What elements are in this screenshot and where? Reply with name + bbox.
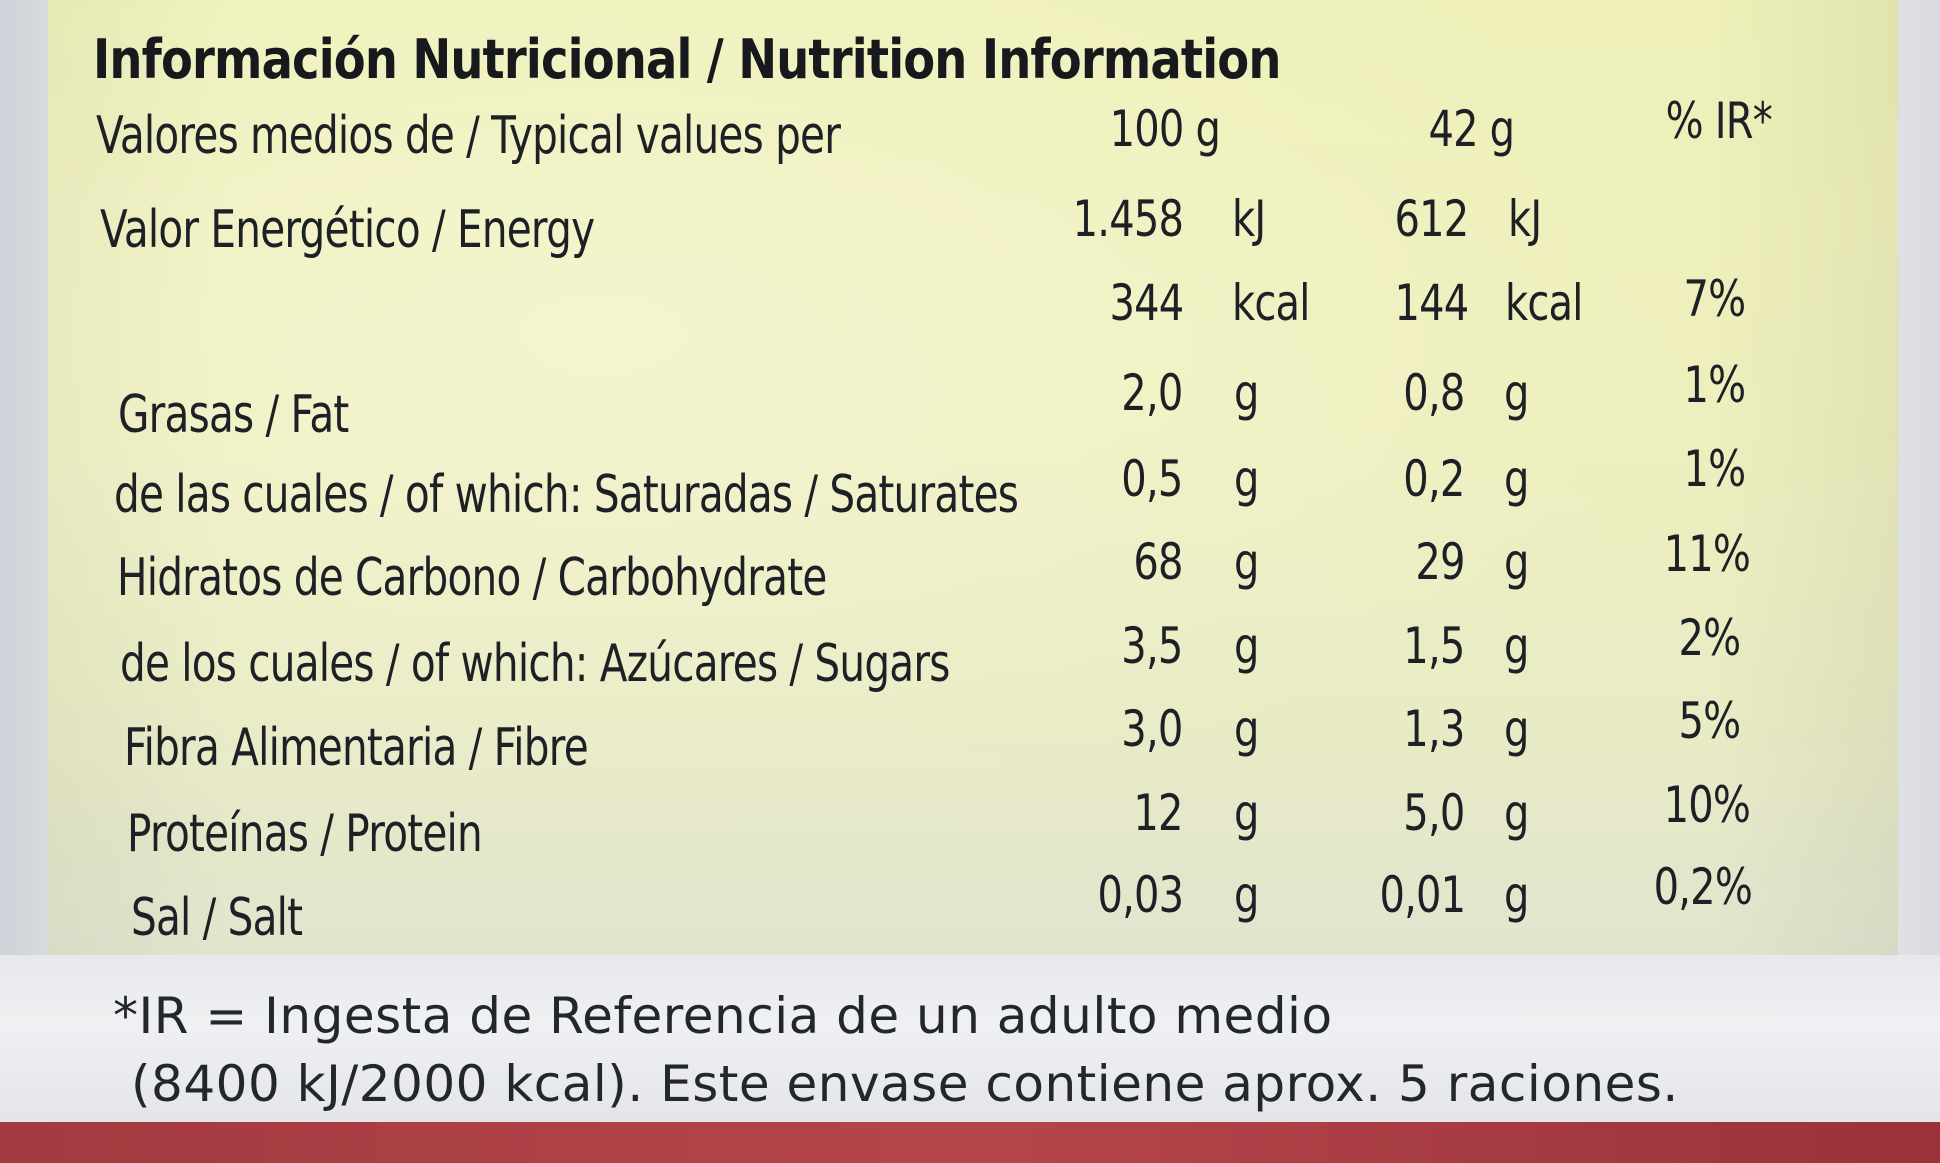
energy-kj-unit-portion: kJ [1508, 190, 1542, 248]
energy-kcal-unit-100g: kcal [1232, 274, 1310, 332]
sugars-portion: 1,5 [1403, 617, 1466, 675]
energy-kj-unit-100g: kJ [1232, 190, 1266, 248]
header-row-label: Valores medios de / Typical values per [96, 106, 841, 166]
carbohydrate-unit-portion: g [1504, 533, 1529, 591]
energy-kj-100g: 1.458 [1072, 190, 1183, 248]
sugars-100g: 3,5 [1121, 617, 1184, 675]
energy-kcal-portion: 144 [1394, 274, 1469, 332]
carbohydrate-unit-100g: g [1234, 533, 1259, 591]
energy-kcal-100g: 344 [1109, 274, 1184, 332]
protein-ir: 10% [1663, 776, 1750, 834]
protein-portion: 5,0 [1403, 784, 1466, 842]
salt-label: Sal / Salt [131, 888, 303, 948]
carbohydrate-label: Hidratos de Carbono / Carbohydrate [117, 548, 827, 608]
energy-kj-portion: 612 [1394, 190, 1469, 248]
fibre-label: Fibra Alimentaria / Fibre [124, 718, 589, 778]
energy-kcal-unit-portion: kcal [1505, 274, 1583, 332]
fibre-unit-100g: g [1234, 700, 1259, 758]
sugars-unit-100g: g [1234, 617, 1259, 675]
carbohydrate-ir: 11% [1663, 525, 1750, 583]
header-col-ir: % IR* [1665, 92, 1773, 150]
package-red-edge [0, 1122, 1940, 1163]
fibre-ir: 5% [1678, 692, 1741, 750]
footnote-line-1: *IR = Ingesta de Referencia de un adulto… [113, 987, 1333, 1045]
fat-ir: 1% [1683, 356, 1746, 414]
salt-unit-100g: g [1234, 866, 1259, 924]
label-panel [48, 0, 1898, 955]
carbohydrate-portion: 29 [1415, 533, 1466, 591]
salt-portion: 0,01 [1379, 866, 1466, 924]
panel-lighting [48, 0, 1898, 955]
fibre-unit-portion: g [1504, 700, 1529, 758]
saturates-ir: 1% [1683, 440, 1746, 498]
energy-ir: 7% [1683, 270, 1746, 328]
saturates-unit-100g: g [1234, 450, 1259, 508]
fibre-portion: 1,3 [1403, 700, 1466, 758]
fat-unit-portion: g [1504, 364, 1529, 422]
saturates-portion: 0,2 [1403, 450, 1466, 508]
salt-100g: 0,03 [1097, 866, 1184, 924]
salt-ir: 0,2% [1653, 858, 1753, 916]
header-col-100g: 100 g [1109, 100, 1221, 158]
footnote-line-2: (8400 kJ/2000 kcal). Este envase contien… [131, 1055, 1679, 1113]
footnote-area [0, 955, 1940, 1125]
sugars-ir: 2% [1678, 609, 1741, 667]
saturates-unit-portion: g [1504, 450, 1529, 508]
label-title: Información Nutricional / Nutrition Info… [93, 28, 1281, 91]
sugars-unit-portion: g [1504, 617, 1529, 675]
energy-label: Valor Energético / Energy [100, 200, 595, 260]
protein-unit-100g: g [1234, 784, 1259, 842]
fat-unit-100g: g [1234, 364, 1259, 422]
carbohydrate-100g: 68 [1133, 533, 1184, 591]
protein-unit-portion: g [1504, 784, 1529, 842]
fat-portion: 0,8 [1403, 364, 1466, 422]
saturates-100g: 0,5 [1121, 450, 1184, 508]
protein-label: Proteínas / Protein [127, 804, 483, 864]
protein-100g: 12 [1133, 784, 1184, 842]
fibre-100g: 3,0 [1121, 700, 1184, 758]
fat-100g: 2,0 [1121, 364, 1184, 422]
salt-unit-portion: g [1504, 866, 1529, 924]
fat-label: Grasas / Fat [118, 385, 349, 445]
saturates-label: de las cuales / of which: Saturadas / Sa… [114, 465, 1019, 525]
sugars-label: de los cuales / of which: Azúcares / Sug… [120, 634, 950, 694]
header-col-portion: 42 g [1428, 100, 1515, 158]
